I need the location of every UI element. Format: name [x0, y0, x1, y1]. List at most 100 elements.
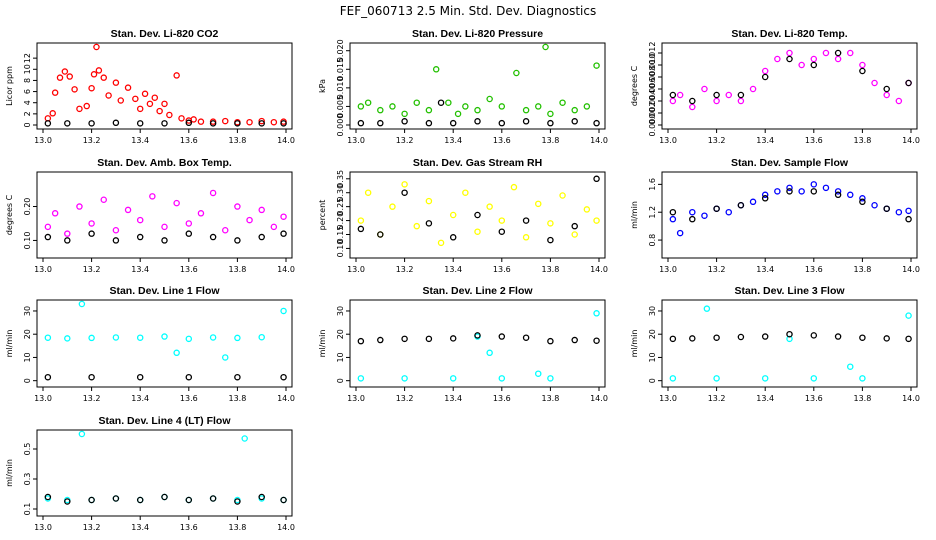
y-axis-label: percent [318, 200, 327, 231]
point-red [66, 73, 73, 80]
point-red [93, 43, 100, 51]
x-tick-label: 13.4 [131, 265, 149, 274]
point-yellow [583, 206, 591, 213]
x-tick-label: 13.2 [396, 394, 414, 403]
x-tick-label: 13.0 [34, 523, 52, 532]
point-black [64, 120, 71, 127]
point-black [280, 496, 287, 504]
x-tick-label: 13.6 [180, 523, 198, 532]
point-green [547, 110, 554, 118]
point-magenta [76, 203, 83, 210]
y-tick-label: 0.10 [23, 232, 32, 250]
point-black [761, 73, 769, 81]
data-points [669, 305, 912, 382]
y-tick-label: 0.008 [648, 66, 657, 89]
point-black [547, 236, 554, 244]
chart-panel-6: Stan. Dev. Sample Flow ml/min 13.0 13.2 13.4… [630, 157, 920, 274]
data-points [44, 189, 287, 244]
data-points [669, 181, 912, 237]
point-black [883, 205, 890, 212]
point-black [905, 79, 912, 87]
point-cyan [88, 334, 95, 342]
point-magenta [737, 97, 745, 105]
data-points [44, 43, 287, 127]
x-tick-label: 13.8 [228, 265, 246, 274]
plot-frame [661, 42, 918, 130]
point-magenta [88, 220, 95, 227]
point-black [713, 91, 720, 99]
x-tick-label: 13.4 [131, 136, 149, 145]
point-black [713, 334, 720, 341]
chart-title: Stan. Dev. Line 1 Flow [109, 285, 220, 297]
point-black [571, 222, 578, 230]
data-points [44, 300, 287, 381]
x-tick-label: 13.2 [396, 136, 414, 145]
x-tick-label: 13.8 [228, 136, 246, 145]
x-tick-label: 13.8 [541, 136, 559, 145]
y-tick-label: 0.006 [648, 78, 657, 101]
point-black [234, 498, 241, 505]
point-green [474, 106, 481, 114]
point-magenta [895, 97, 903, 105]
point-magenta [847, 49, 854, 57]
point-black [258, 493, 265, 501]
chart-title: Stan. Dev. Line 2 Flow [422, 285, 533, 297]
point-magenta [676, 91, 684, 99]
point-magenta [689, 103, 696, 111]
point-cyan [185, 335, 193, 343]
point-magenta [761, 67, 769, 75]
point-cyan [209, 334, 217, 341]
point-yellow [547, 220, 554, 227]
point-cyan [761, 375, 769, 382]
point-red [178, 115, 185, 122]
point-yellow [413, 222, 420, 230]
x-tick-label: 13.6 [180, 136, 198, 145]
point-black [209, 495, 217, 502]
point-black [859, 67, 866, 75]
x-tick-label: 13.4 [444, 136, 462, 145]
point-black [44, 373, 52, 381]
point-black [437, 99, 445, 106]
data-points [357, 43, 600, 127]
point-yellow [593, 217, 600, 224]
x-tick-label: 13.6 [493, 394, 511, 403]
point-red [146, 100, 154, 108]
point-cyan [401, 375, 408, 382]
chart-title: Stan. Dev. Line 3 Flow [734, 285, 845, 297]
point-green [357, 103, 365, 110]
y-tick-label: 6 [23, 89, 32, 94]
point-red [105, 92, 112, 99]
point-green [377, 106, 384, 114]
point-black [689, 335, 696, 342]
data-points [357, 175, 600, 247]
y-tick-label: 1.2 [648, 206, 657, 219]
data-points [357, 310, 600, 382]
point-magenta [725, 91, 733, 99]
x-tick-label: 13.2 [83, 265, 101, 274]
point-blue [798, 188, 805, 195]
x-tick-label: 13.0 [659, 265, 677, 274]
x-tick-label: 13.4 [131, 394, 149, 403]
plot-frame [36, 171, 293, 259]
point-red [151, 94, 159, 101]
point-black [44, 493, 52, 501]
point-black [136, 233, 144, 241]
point-magenta [197, 210, 205, 217]
y-tick-label: 30 [336, 306, 345, 316]
point-magenta [149, 193, 156, 200]
point-black [834, 333, 842, 340]
point-black [522, 334, 530, 341]
x-tick-label: 13.6 [493, 265, 511, 274]
point-yellow [510, 183, 518, 191]
point-black [737, 333, 745, 341]
plot-frame [349, 171, 606, 259]
point-black [112, 119, 120, 127]
point-black [209, 120, 217, 127]
y-tick-label: 0 [23, 378, 32, 383]
y-axis-label: ml/min [630, 201, 639, 229]
point-black [834, 49, 842, 57]
x-tick-label: 13.8 [228, 394, 246, 403]
point-black [425, 220, 433, 227]
point-black [786, 330, 793, 338]
point-black [234, 237, 241, 244]
